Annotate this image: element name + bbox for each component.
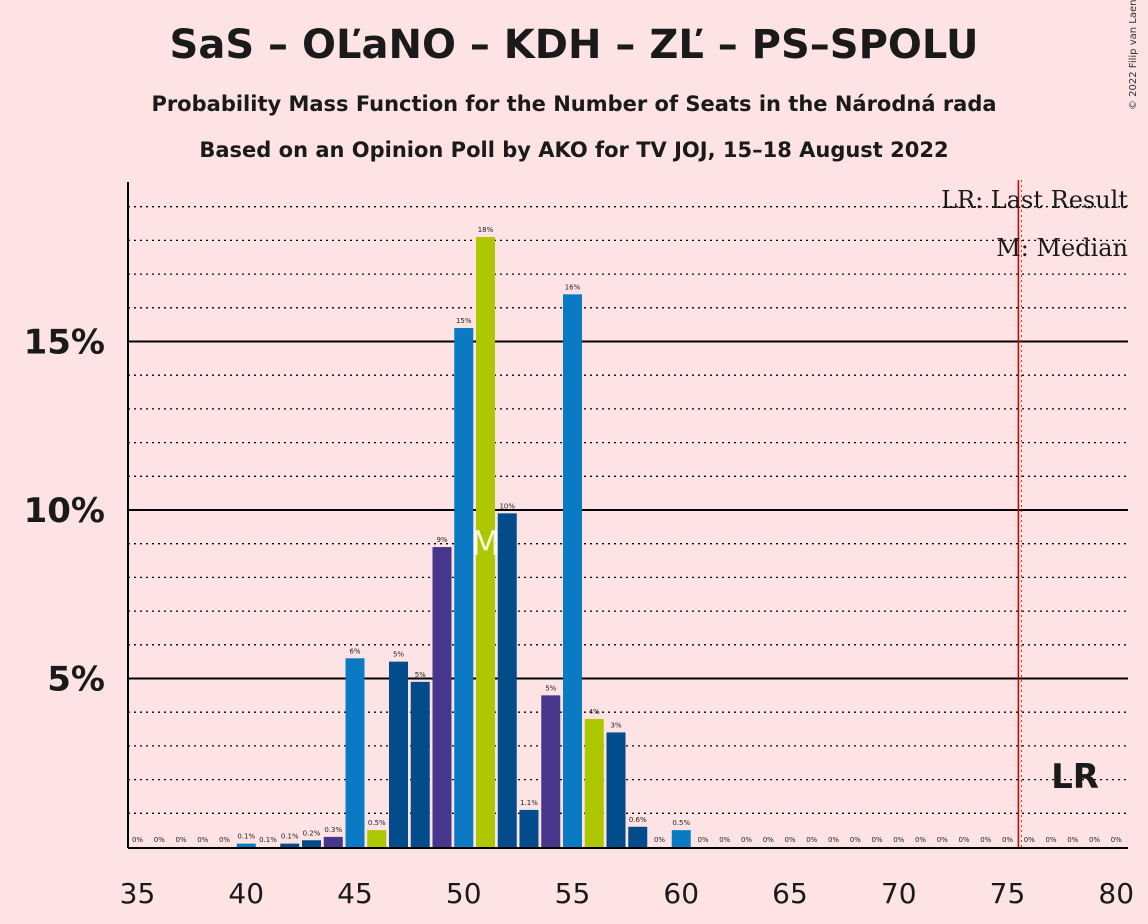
seat-bar-46 — [367, 830, 387, 847]
x-tick-label: 45 — [337, 877, 373, 910]
seat-bar-48 — [410, 681, 430, 847]
x-tick-label: 75 — [990, 877, 1026, 910]
bar-value-label: 0% — [175, 836, 186, 844]
last-result-marker: LR — [1051, 757, 1099, 797]
bar-value-label: 0% — [154, 836, 165, 844]
bar-value-label: 0% — [806, 836, 817, 844]
legend-median: M: Median — [996, 234, 1128, 262]
seat-bar-42 — [280, 843, 300, 847]
bar-value-label: 16% — [565, 283, 581, 291]
seat-bar-54 — [541, 695, 561, 847]
bar-value-label: 0% — [719, 836, 730, 844]
x-tick-label: 50 — [446, 877, 482, 910]
seat-bar-49 — [432, 547, 452, 847]
bar-value-label: 0.1% — [259, 836, 277, 844]
grid-lines — [128, 206, 1128, 814]
bar-value-label: 0% — [915, 836, 926, 844]
x-tick-label: 40 — [228, 877, 264, 910]
axes: 5% 10% 15% 35 40 45 50 55 60 65 70 75 80 LR — [24, 180, 1134, 910]
bar-value-label: 0% — [828, 836, 839, 844]
bar-value-label: 18% — [478, 226, 494, 234]
seat-bar-50 — [454, 328, 474, 847]
bar-value-label: 0.1% — [281, 833, 299, 841]
legend-last-result: LR: Last Result — [941, 186, 1128, 214]
bar-labels: 0% 0% 0% 0% 0% 0.1% 0.1% 0.1% 0.2% 0.3% 6% 0.5% 5% 5%… — [132, 226, 1122, 844]
seat-bar-58 — [628, 826, 648, 847]
seat-bar-45 — [345, 658, 365, 847]
y-tick-label: 5% — [47, 660, 105, 700]
bar-value-label: 0% — [741, 836, 752, 844]
y-tick-label: 15% — [24, 323, 105, 363]
x-tick-label: 35 — [120, 877, 156, 910]
bar-value-label: 0.6% — [629, 816, 647, 824]
x-tick-label: 65 — [772, 877, 808, 910]
bar-value-label: 0% — [1002, 836, 1013, 844]
bar-value-label: 15% — [456, 317, 472, 325]
bar-value-label: 3% — [610, 721, 621, 729]
bar-value-label: 5% — [393, 651, 404, 659]
bar-value-label: 5% — [545, 684, 556, 692]
bar-value-label: 0% — [784, 836, 795, 844]
bar-value-label: 0% — [850, 836, 861, 844]
bar-value-label: 0% — [219, 836, 230, 844]
bar-value-label: 0.5% — [368, 819, 386, 827]
seat-bar-55 — [563, 294, 582, 847]
seat-bar-57 — [606, 732, 626, 847]
bar-value-label: 9% — [436, 536, 447, 544]
bar-value-label: 0% — [1045, 836, 1056, 844]
seat-bar-52 — [497, 513, 517, 847]
bar-value-label: 0% — [871, 836, 882, 844]
bar-value-label: 0% — [958, 836, 969, 844]
bar-value-label: 0% — [1067, 836, 1078, 844]
seat-bar-44 — [323, 836, 343, 847]
bar-value-label: 6% — [349, 647, 360, 655]
chart-subtitle: Probability Mass Function for the Number… — [151, 92, 997, 116]
bars — [236, 237, 691, 847]
seat-bar-53 — [519, 809, 539, 847]
x-tick-label: 70 — [881, 877, 917, 910]
bar-value-label: 1.1% — [520, 799, 538, 807]
bar-value-label: 0% — [654, 836, 665, 844]
bar-value-label: 0.3% — [324, 826, 342, 834]
seat-bar-43 — [302, 840, 321, 847]
bar-value-label: 0.1% — [237, 833, 255, 841]
bar-value-label: 0% — [1111, 836, 1122, 844]
seat-bar-40 — [236, 843, 256, 847]
bar-value-label: 0% — [132, 836, 143, 844]
seat-bar-47 — [389, 661, 408, 847]
seat-bar-60 — [671, 830, 691, 847]
bar-value-label: 10% — [499, 502, 515, 510]
x-tick-label: 55 — [555, 877, 591, 910]
chart-title: SaS – OĽaNO – KDH – ZĽ – PS–SPOLU — [169, 22, 979, 68]
chart-subtitle-source: Based on an Opinion Poll by AKO for TV J… — [199, 138, 949, 162]
y-tick-label: 10% — [24, 491, 105, 531]
bar-value-label: 0% — [980, 836, 991, 844]
bar-value-label: 0% — [1089, 836, 1100, 844]
bar-value-label: 0% — [937, 836, 948, 844]
bar-value-label: 0% — [893, 836, 904, 844]
bar-value-label: 0% — [1024, 836, 1035, 844]
bar-value-label: 4% — [589, 708, 600, 716]
bar-value-label: 0% — [197, 836, 208, 844]
median-marker: M — [471, 524, 500, 564]
bar-value-label: 0% — [697, 836, 708, 844]
bar-value-label: 0% — [763, 836, 774, 844]
x-tick-label: 60 — [663, 877, 699, 910]
bar-value-label: 5% — [415, 671, 426, 679]
seat-bar-51 — [476, 237, 495, 847]
x-tick-label: 80 — [1098, 877, 1134, 910]
bar-value-label: 0.5% — [672, 819, 690, 827]
bar-value-label: 0.2% — [303, 829, 321, 837]
seat-bar-56 — [584, 718, 604, 847]
